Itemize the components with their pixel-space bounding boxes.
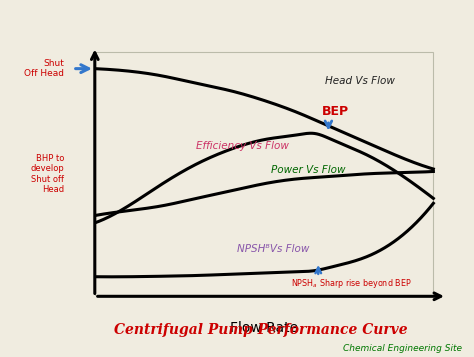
Text: Flow Rate: Flow Rate <box>230 321 298 335</box>
Text: Power Vs Flow: Power Vs Flow <box>271 165 346 175</box>
Text: Chemical Engineering Site: Chemical Engineering Site <box>343 345 463 353</box>
Text: Head Vs Flow: Head Vs Flow <box>325 76 395 86</box>
Text: NPSH$_a$ Sharp rise beyond BEP: NPSH$_a$ Sharp rise beyond BEP <box>291 277 412 290</box>
Text: Efficiency Vs Flow: Efficiency Vs Flow <box>196 141 289 151</box>
Text: BHP to
develop
Shut off
Head: BHP to develop Shut off Head <box>31 154 64 194</box>
Text: Shut
Off Head: Shut Off Head <box>24 59 64 78</box>
Text: NPSHᴮVs Flow: NPSHᴮVs Flow <box>237 243 310 253</box>
Text: BEP: BEP <box>322 105 349 117</box>
Text: Centrifugal Pump Performance Curve: Centrifugal Pump Performance Curve <box>114 323 408 337</box>
